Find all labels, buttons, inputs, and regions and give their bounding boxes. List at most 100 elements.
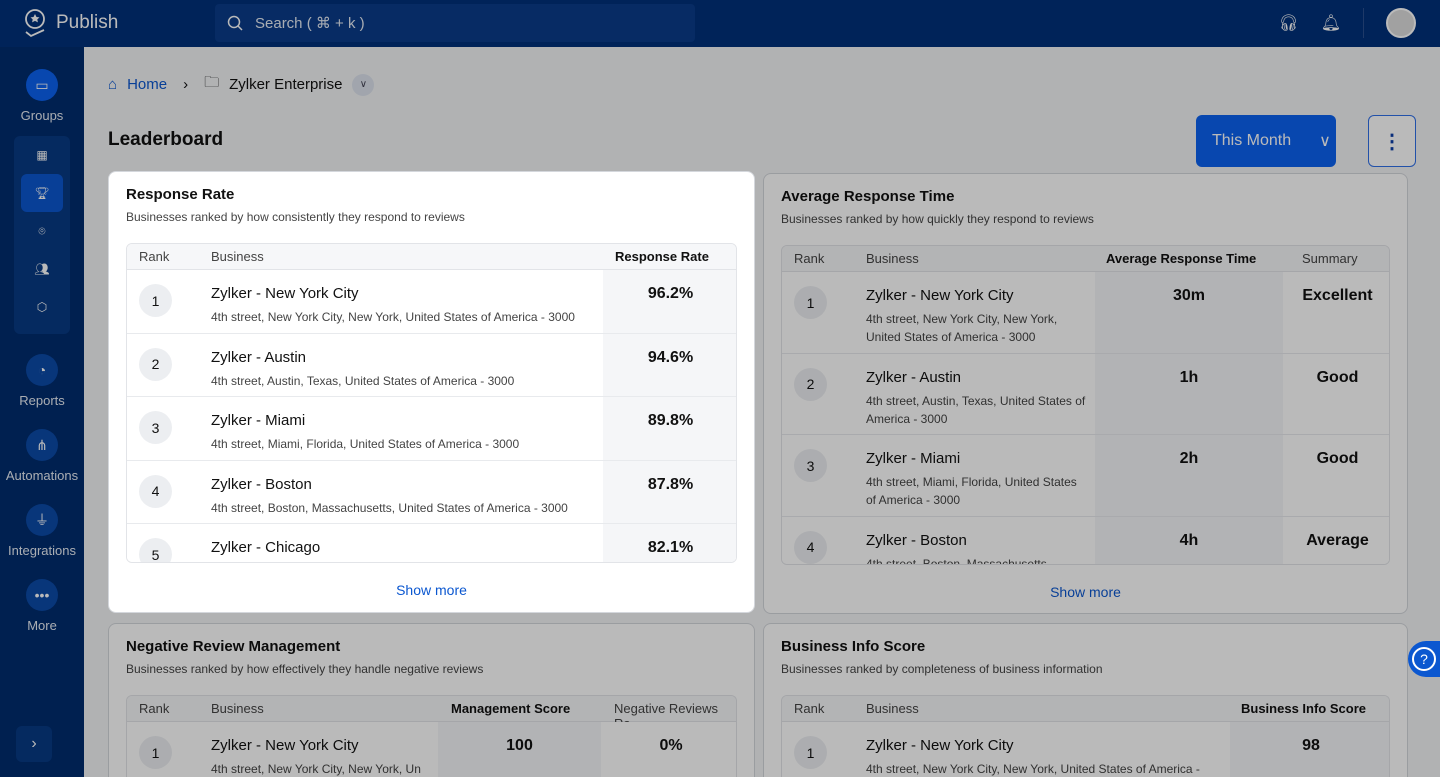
table-row[interactable]: 2 Zylker - Austin 4th street, Austin, Te…: [782, 353, 1389, 435]
rank-badge: 2: [794, 367, 827, 401]
chevron-right-icon: ›: [31, 735, 37, 752]
rank-badge: 1: [139, 284, 172, 317]
pie-chart-icon: ◔: [26, 354, 58, 386]
shield-icon[interactable]: ⬡: [36, 300, 48, 314]
help-icon: ?: [1412, 647, 1436, 671]
sidebar-item-reports[interactable]: ◔ Reports: [0, 354, 84, 408]
location-icon[interactable]: ⌾: [38, 223, 46, 238]
avatar[interactable]: [1386, 8, 1416, 38]
business-name[interactable]: Zylker - Miami: [211, 412, 306, 429]
sidebar-label: More: [27, 618, 57, 633]
top-header: Publish Search ( ⌘ + k ) 🎧︎ 🔔︎: [0, 0, 1440, 47]
more-icon: •••: [26, 579, 58, 611]
search-icon: [227, 15, 243, 31]
summary-cell: [1283, 516, 1389, 564]
summary-value: Average: [1306, 531, 1369, 549]
table-row[interactable]: 3 Zylker - Miami 4th street, Miami, Flor…: [127, 397, 736, 461]
column-header: Rank: [139, 701, 170, 716]
column-header: Rank: [139, 249, 170, 264]
dashboard-icon[interactable]: ▦: [36, 148, 48, 162]
business-name[interactable]: Zylker - New York City: [866, 737, 1014, 754]
period-label: This Month: [1212, 132, 1292, 149]
metric-value: 98: [1302, 737, 1320, 754]
headset-icon[interactable]: 🎧︎: [1278, 15, 1299, 32]
search-input[interactable]: Search ( ⌘ + k ): [215, 4, 695, 42]
card-subtitle: Businesses ranked by how quickly they re…: [781, 212, 1094, 226]
table-row[interactable]: 1 Zylker - New York City 4th street, New…: [782, 722, 1389, 777]
business-name[interactable]: Zylker - Miami: [866, 450, 961, 467]
business-name[interactable]: Zylker - New York City: [211, 285, 359, 302]
column-header: Rank: [794, 251, 825, 266]
value-cell: [1095, 435, 1283, 516]
business-address: 4th street, Miami, Florida, United State…: [866, 475, 1077, 507]
metric-value: 82.1%: [647, 539, 694, 556]
expand-sidebar-button[interactable]: ›: [16, 726, 52, 762]
card-title: Negative Review Management: [126, 638, 341, 655]
business-name[interactable]: Zylker - Chicago: [211, 539, 321, 556]
business-address: 4th street, Miami, Florida, United State…: [211, 437, 520, 451]
sidebar-item-more[interactable]: ••• More: [0, 579, 84, 633]
rank-badge: 1: [794, 286, 827, 319]
table-row[interactable]: 4 Zylker - Boston 4th street, Boston, Ma…: [127, 460, 736, 524]
show-more-link[interactable]: Show more: [396, 582, 467, 598]
metric-value: 30m: [1172, 287, 1206, 304]
business-name[interactable]: Zylker - Austin: [866, 368, 962, 386]
bell-icon[interactable]: 🔔︎: [1320, 15, 1341, 32]
table-row[interactable]: 2 Zylker - Austin 4th street, Austin, Te…: [127, 333, 736, 397]
column-header: Business: [211, 249, 264, 264]
card-avg: Average Response Time Businesses ranked …: [763, 173, 1408, 614]
leaderboard-table[interactable]: Rank Business Management Score Negative Rev…: [126, 695, 737, 777]
column-header: Management Score: [451, 701, 571, 716]
chevron-right-icon: ›: [183, 76, 189, 93]
table-header: Rank Business Management Score Negative Rev…: [127, 696, 736, 731]
table-row[interactable]: 1 Zylker - New York City 4th street, New…: [127, 722, 736, 777]
business-name[interactable]: Zylker - Austin: [211, 348, 307, 366]
help-button[interactable]: ?: [1408, 641, 1440, 677]
breadcrumb: ⌂ Home › 🗀 Zylker Enterprise ∨: [108, 72, 375, 97]
table-row[interactable]: 4 Zylker - Boston 4th street, Boston, Ma…: [782, 516, 1389, 564]
value-cell: [438, 722, 601, 777]
leaderboard-table[interactable]: Rank Business Response Rate 1 Zylker - New…: [126, 243, 737, 563]
trophy-icon[interactable]: 🏆︎: [21, 174, 63, 212]
breadcrumb-home[interactable]: Home: [127, 76, 168, 93]
summary-value: 0%: [659, 737, 683, 754]
card-negative: Negative Review Management Businesses ra…: [108, 623, 755, 777]
sidebar-label: Automations: [5, 468, 79, 483]
rank-badge: 2: [139, 347, 172, 381]
table-row[interactable]: 5 Zylker - Chicago 82.1%: [127, 524, 736, 562]
summary-value: Excellent: [1302, 287, 1373, 304]
metric-value: 94.6%: [647, 348, 694, 366]
chevron-down-icon[interactable]: ∨: [352, 73, 375, 96]
value-cell: [603, 524, 736, 562]
table-row[interactable]: 1 Zylker - New York City 4th street, New…: [782, 272, 1389, 354]
summary-value: Good: [1316, 450, 1359, 467]
more-options-button[interactable]: ⋮: [1368, 115, 1416, 167]
business-name[interactable]: Zylker - New York City: [866, 287, 1014, 304]
table-row[interactable]: 3 Zylker - Miami 4th street, Miami, Flor…: [782, 435, 1389, 517]
chevron-down-icon: ∨: [1319, 133, 1331, 150]
home-icon[interactable]: ⌂: [108, 76, 118, 93]
show-more-link[interactable]: Show more: [1050, 584, 1121, 600]
plug-icon: ⏚: [26, 504, 58, 536]
table-row[interactable]: 1 Zylker - New York City 4th street, New…: [127, 270, 736, 334]
page-title: Leaderboard: [108, 129, 224, 150]
business-name[interactable]: Zylker - Boston: [211, 475, 312, 493]
sidebar-item-automations[interactable]: ⋔ Automations: [0, 429, 84, 483]
divider: [1363, 8, 1364, 38]
sidebar: ▭ Groups ▦ 🏆︎ ⌾ 👥︎ ⬡ ◔ Reports ⋔ Automation…: [0, 47, 84, 777]
business-name[interactable]: Zylker - New York City: [211, 737, 359, 754]
sidebar-item-groups[interactable]: ▭ Groups: [0, 69, 84, 123]
leaderboard-table[interactable]: Rank Business Average Response Time Summary…: [781, 245, 1390, 565]
sidebar-item-integrations[interactable]: ⏚ Integrations: [0, 504, 84, 558]
value-cell: [1230, 722, 1389, 777]
app-logo[interactable]: Publish: [22, 8, 118, 38]
period-dropdown[interactable]: This Month ∨: [1196, 115, 1336, 167]
metric-value: 100: [506, 737, 533, 754]
sub-navigation: ▦ 🏆︎ ⌾ 👥︎ ⬡: [14, 136, 70, 334]
value-cell: [603, 460, 736, 523]
business-name[interactable]: Zylker - Boston: [866, 531, 967, 549]
value-cell: [1095, 272, 1283, 353]
sidebar-label: Reports: [19, 393, 65, 408]
users-icon[interactable]: 👥︎: [34, 262, 50, 276]
leaderboard-table[interactable]: Rank Business Business Info Score 1 Zylker…: [781, 695, 1390, 777]
